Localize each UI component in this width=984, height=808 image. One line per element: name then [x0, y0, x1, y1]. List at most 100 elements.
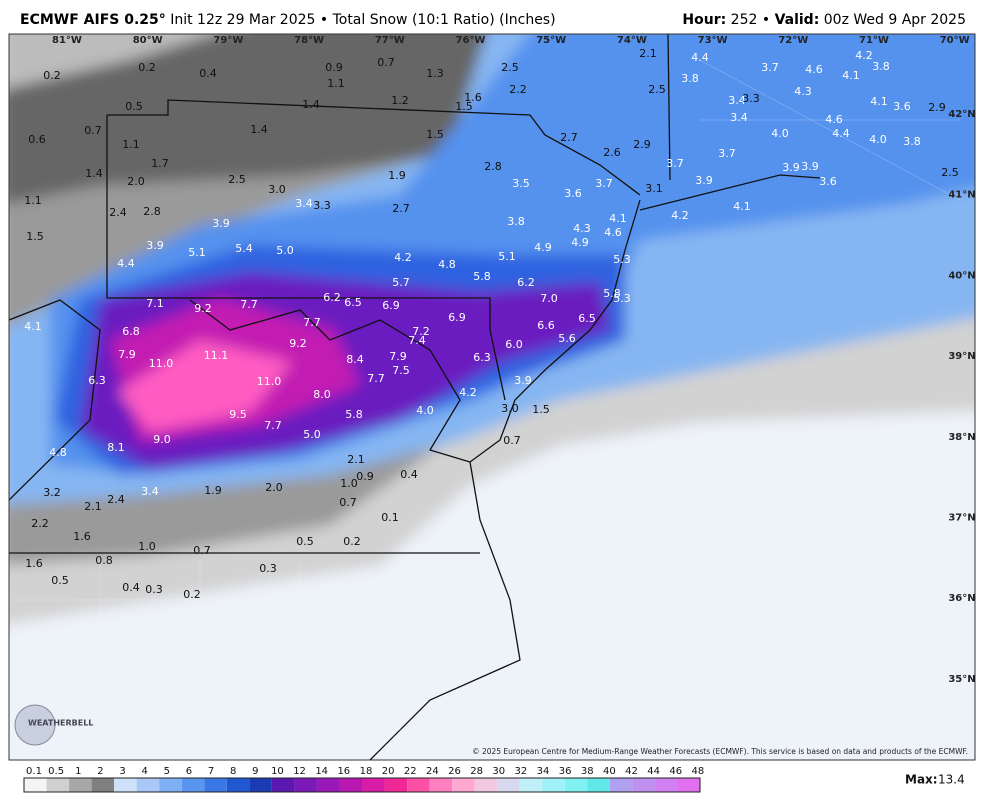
model: ECMWF AIFS 0.25°	[20, 12, 166, 28]
colorbar-segment	[294, 778, 317, 792]
snow-amount-label: 7.9	[118, 348, 136, 361]
snow-amount-label: 4.1	[609, 212, 627, 225]
snow-amount-label: 6.0	[505, 338, 523, 351]
snow-amount-label: 3.9	[514, 374, 532, 387]
snow-amount-label: 4.4	[691, 51, 709, 64]
run-info: Init 12z 29 Mar 2025 • Total Snow (10:1 …	[170, 12, 556, 28]
colorbar-segment	[542, 778, 565, 792]
snow-amount-label: 0.7	[193, 544, 211, 557]
colorbar-label: 48	[692, 766, 705, 777]
longitude-label: 74°W	[617, 35, 647, 46]
snow-amount-label: 2.5	[648, 83, 666, 96]
colorbar-label: 18	[360, 766, 373, 777]
longitude-label: 71°W	[859, 35, 889, 46]
snow-amount-label: 1.4	[85, 167, 103, 180]
snow-shading	[9, 34, 975, 760]
colorbar-label: 46	[669, 766, 682, 777]
snow-amount-label: 6.9	[448, 311, 466, 324]
snow-amount-label: 0.7	[339, 496, 357, 509]
valid-label: Valid:	[774, 12, 820, 28]
snow-amount-label: 1.9	[388, 169, 406, 182]
snow-amount-label: 2.5	[941, 166, 959, 179]
snow-amount-label: 0.8	[95, 554, 113, 567]
colorbar-segment	[136, 778, 160, 792]
state-line	[107, 99, 641, 196]
snow-amount-label: 11.1	[204, 349, 229, 362]
snow-amount-label: 1.1	[122, 138, 140, 151]
snow-amount-label: 1.4	[302, 98, 320, 111]
colorbar-segment	[91, 778, 115, 792]
snow-amount-label: 7.4	[408, 334, 426, 347]
snow-amount-label: 2.0	[265, 481, 283, 494]
colorbar-label: 32	[514, 766, 527, 777]
snow-amount-label: 1.6	[25, 557, 43, 570]
snow-amount-label: 4.1	[24, 320, 42, 333]
coastline	[369, 199, 641, 760]
snow-amount-label: 6.6	[537, 319, 555, 332]
colorbar-label: 28	[470, 766, 483, 777]
colorbar-label: 0.5	[48, 766, 64, 777]
max-label: Max:	[905, 773, 938, 787]
colorbar-label: 6	[186, 766, 192, 777]
snow-amount-label: 4.0	[771, 127, 789, 140]
snow-amount-label: 0.2	[43, 69, 61, 82]
colorbar-label: 40	[603, 766, 616, 777]
max-value: 13.4	[938, 773, 965, 787]
copyright: © 2025 European Centre for Medium-Range …	[472, 747, 968, 756]
snow-amount-label: 1.6	[73, 530, 91, 543]
snow-amount-label: 0.5	[125, 100, 143, 113]
header-right: Hour: 252 • Valid: 00z Wed 9 Apr 2025	[682, 12, 966, 28]
snow-amount-label: 5.8	[603, 287, 621, 300]
colorbar-label: 8	[230, 766, 236, 777]
snow-amount-label: 11.0	[257, 375, 282, 388]
snow-amount-label: 0.3	[145, 583, 163, 596]
snow-amount-label: 3.6	[893, 100, 911, 113]
hour-label: Hour:	[682, 12, 727, 28]
snow-amount-label: 1.5	[426, 128, 444, 141]
colorbar-segment	[474, 778, 498, 792]
snow-amount-label: 3.5	[512, 177, 530, 190]
latitude-label: 37°N	[948, 513, 975, 524]
colorbar-segment	[452, 778, 475, 792]
colorbar-segment	[587, 778, 610, 792]
county-lines	[9, 59, 961, 760]
colorbar-label: 34	[537, 766, 550, 777]
snow-amount-label: 8.4	[346, 353, 364, 366]
map-border	[8, 33, 976, 761]
colorbar-label: 24	[426, 766, 439, 777]
snow-amount-label: 3.6	[819, 175, 837, 188]
snow-amount-label: 1.1	[327, 77, 345, 90]
snow-amount-label: 4.4	[117, 257, 135, 270]
colorbar-label: 26	[448, 766, 461, 777]
snow-amount-label: 4.4	[832, 127, 850, 140]
header-left: ECMWF AIFS 0.25° Init 12z 29 Mar 2025 • …	[20, 12, 556, 28]
longitude-label: 77°W	[375, 35, 405, 46]
snow-amount-label: 0.4	[400, 468, 418, 481]
colorbar-segment	[384, 778, 408, 792]
colorbar-label: 10	[271, 766, 284, 777]
colorbar-label: 36	[559, 766, 572, 777]
state-line	[189, 299, 471, 463]
snow-amount-label: 2.9	[633, 138, 651, 151]
snow-amount-label: 2.8	[143, 205, 161, 218]
longitude-label: 70°W	[940, 35, 970, 46]
latitude-label: 35°N	[948, 674, 975, 685]
colorbar-label: 3	[119, 766, 125, 777]
snow-amount-label: 0.4	[199, 67, 217, 80]
colorbar-segment	[429, 778, 453, 792]
snow-amount-label: 3.3	[742, 92, 760, 105]
snow-amount-label: 5.3	[613, 292, 631, 305]
latitude-label: 40°N	[948, 270, 975, 281]
snow-amount-label: 0.7	[503, 434, 521, 447]
snow-amount-label: 3.9	[695, 174, 713, 187]
snow-amount-label: 2.1	[84, 500, 102, 513]
snow-amount-label: 7.7	[264, 419, 282, 432]
snow-amount-label: 1.1	[24, 194, 42, 207]
snow-amount-label: 2.7	[560, 131, 578, 144]
snow-amount-label: 3.7	[595, 177, 613, 190]
snow-amount-label: 9.2	[289, 337, 307, 350]
snow-amount-label: 3.4	[295, 197, 313, 210]
snow-amount-label: 5.8	[473, 270, 491, 283]
header: ECMWF AIFS 0.25° Init 12z 29 Mar 2025 • …	[0, 0, 984, 34]
